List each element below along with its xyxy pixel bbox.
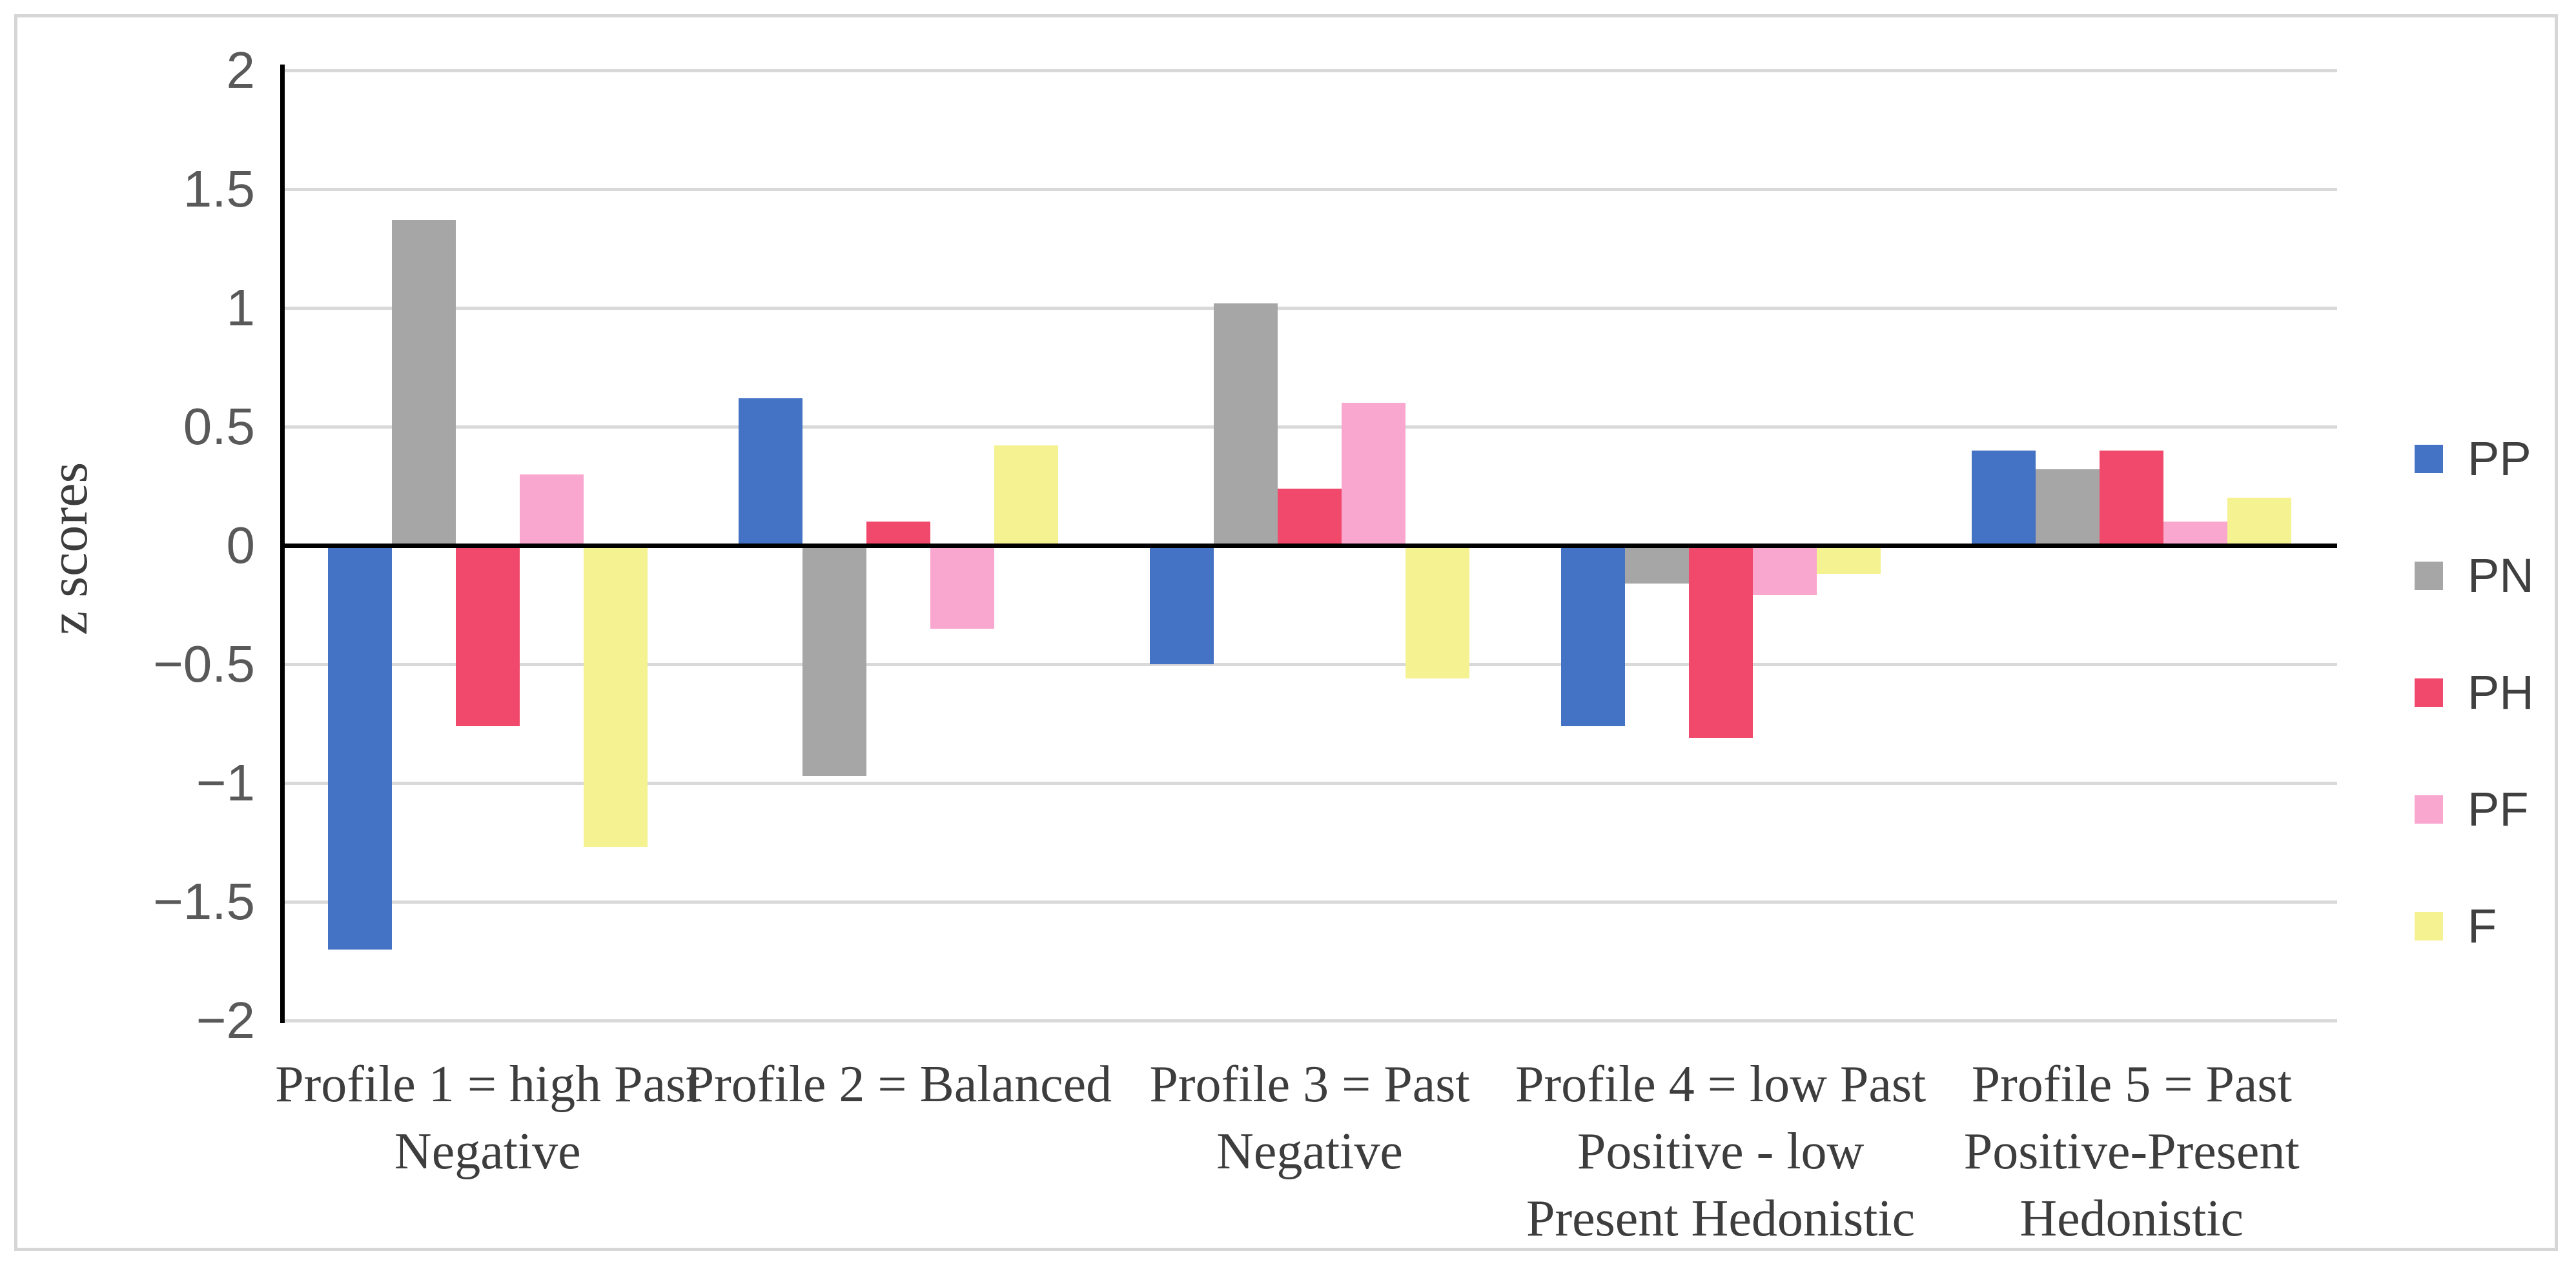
bar-f-group3 — [1406, 545, 1469, 679]
legend-item-f: F — [2415, 899, 2534, 953]
bar-f-group5 — [2227, 498, 2292, 545]
legend-label: PH — [2468, 666, 2534, 719]
gridline — [282, 900, 2337, 904]
legend-label: PN — [2468, 549, 2534, 602]
bar-pn-group5 — [2036, 469, 2100, 545]
legend-item-pn: PN — [2415, 548, 2534, 603]
bar-pn-group3 — [1214, 303, 1278, 545]
bar-pp-group1 — [327, 545, 392, 950]
legend: PP PN PH PF F — [2415, 431, 2534, 953]
bar-pn-group1 — [391, 219, 456, 545]
legend-swatch-pf — [2415, 795, 2443, 824]
x-category-label: Profile 3 = Past Negative — [1149, 1056, 1470, 1180]
legend-label: PF — [2468, 782, 2529, 836]
y-tick-label: 1 — [226, 279, 256, 336]
y-tick-label: −0.5 — [153, 635, 255, 693]
x-category-label: Profile 2 = Balanced — [685, 1056, 1112, 1113]
legend-swatch-ph — [2415, 678, 2443, 707]
bar-ph-group1 — [455, 545, 520, 726]
bar-f-group2 — [994, 445, 1059, 545]
bar-f-group1 — [583, 545, 648, 848]
y-tick-label: 0 — [226, 516, 256, 574]
bar-pf-group1 — [519, 474, 584, 545]
bar-f-group4 — [1816, 545, 1881, 574]
y-tick-label: 0.5 — [183, 398, 255, 455]
bar-pn-group4 — [1624, 545, 1689, 584]
x-category-label: Profile 4 = low Past Positive - low Pres… — [1515, 1056, 1927, 1247]
gridline — [282, 425, 2337, 429]
bar-pf-group3 — [1342, 403, 1406, 545]
legend-swatch-pn — [2415, 561, 2443, 590]
bar-ph-group4 — [1688, 545, 1753, 738]
bar-pp-group2 — [739, 398, 803, 545]
y-tick-label: −1.5 — [153, 873, 255, 930]
legend-item-ph: PH — [2415, 665, 2534, 720]
bar-ph-group3 — [1278, 488, 1342, 545]
gridline — [282, 69, 2337, 72]
bar-pn-group2 — [802, 545, 867, 776]
gridline — [282, 188, 2337, 191]
zero-axis-line — [282, 544, 2337, 548]
legend-label: PP — [2468, 432, 2531, 485]
legend-swatch-pp — [2415, 444, 2443, 473]
bar-pf-group4 — [1752, 545, 1817, 596]
legend-swatch-f — [2415, 911, 2443, 941]
bar-pf-group5 — [2163, 522, 2228, 545]
legend-label: F — [2468, 899, 2497, 953]
gridline — [282, 663, 2337, 666]
y-axis-line — [280, 65, 285, 1023]
y-tick-label: −2 — [196, 991, 255, 1049]
bar-pp-group5 — [1972, 450, 2036, 545]
bar-ph-group5 — [2100, 450, 2164, 545]
gridline — [282, 782, 2337, 785]
y-tick-label: 2 — [226, 41, 256, 99]
bar-ph-group2 — [866, 522, 931, 545]
y-tick-label: 1.5 — [183, 160, 255, 218]
x-category-label: Profile 1 = high Past Negative — [275, 1056, 700, 1180]
bar-pp-group3 — [1150, 545, 1214, 664]
legend-item-pf: PF — [2415, 782, 2534, 837]
gridline — [282, 307, 2337, 310]
gridline — [282, 1019, 2337, 1022]
bar-pf-group2 — [930, 545, 995, 629]
y-tick-label: −1 — [196, 754, 255, 811]
legend-item-pp: PP — [2415, 431, 2534, 486]
x-category-label: Profile 5 = Past Positive-Present Hedoni… — [1963, 1056, 2300, 1247]
bar-pp-group4 — [1560, 545, 1625, 726]
y-axis-title: z scores — [39, 462, 99, 636]
